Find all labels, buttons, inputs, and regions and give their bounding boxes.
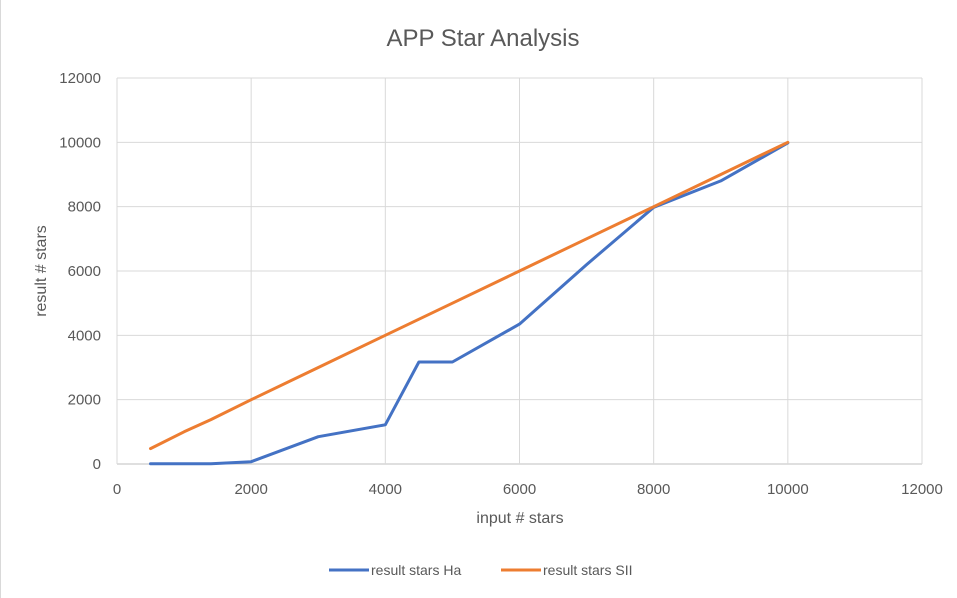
x-tick-label: 12000 (901, 481, 943, 498)
legend: result stars Ha result stars SII (329, 562, 632, 578)
series-layer (149, 140, 790, 466)
y-tick-label: 0 (93, 456, 101, 473)
y-tick-label: 2000 (68, 392, 101, 409)
x-tick-label: 6000 (503, 481, 536, 498)
tick-labels: 0 2000 4000 6000 8000 10000 12000 0 2000 4000 6000… (59, 70, 943, 498)
y-tick-label: 10000 (59, 134, 101, 151)
y-tick-label: 12000 (59, 70, 101, 87)
y-tick-label: 4000 (68, 327, 101, 344)
legend-label-2: result stars SII (543, 562, 632, 578)
y-tick-label: 6000 (68, 263, 101, 280)
series-line-1 (149, 141, 790, 466)
x-tick-label: 10000 (767, 481, 809, 498)
y-tick-label: 8000 (68, 199, 101, 216)
y-axis-title: result # stars (33, 225, 50, 317)
legend-label-1: result stars Ha (371, 562, 461, 578)
x-axis-title: input # stars (476, 510, 563, 527)
series-line-2 (149, 140, 790, 451)
x-tick-label: 0 (113, 481, 121, 498)
x-tick-label: 2000 (234, 481, 267, 498)
x-tick-label: 4000 (369, 481, 402, 498)
chart-title: APP Star Analysis (387, 25, 580, 52)
x-tick-label: 8000 (637, 481, 670, 498)
gridlines (116, 77, 923, 465)
